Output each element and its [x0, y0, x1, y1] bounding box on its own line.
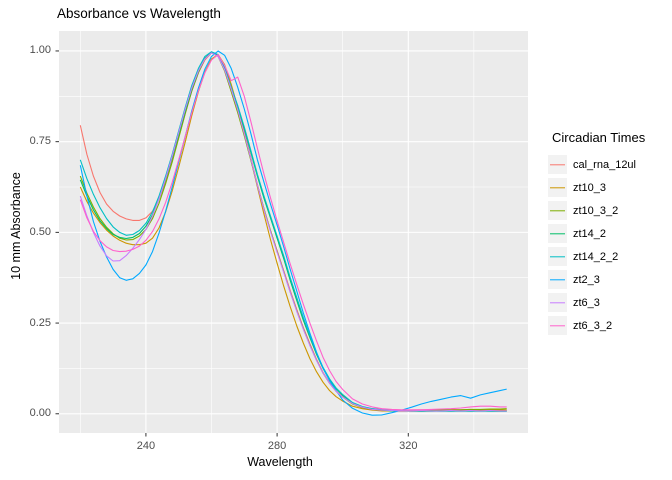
y-tick-label: 0.25: [29, 316, 51, 329]
y-tick-label: 0.50: [29, 225, 51, 238]
y-tick-label: 0.75: [29, 135, 51, 148]
legend-label: zt6_3_2: [573, 319, 613, 332]
legend-key-line: [550, 324, 565, 327]
legend-item-zt10_3: zt10_3: [548, 176, 645, 199]
legend-key-icon: [548, 155, 567, 174]
legend-items: cal_rna_12ul zt10_3 zt10_3_2 zt14_2 zt14_2_2…: [548, 153, 645, 337]
legend: Circadian Times cal_rna_12ul zt10_3 zt10_3…: [548, 130, 645, 337]
legend-key-line: [550, 209, 565, 212]
y-tick-label: 0.00: [29, 407, 51, 420]
plot-title: Absorbance vs Wavelength: [57, 6, 221, 21]
legend-label: zt6_3: [573, 296, 600, 309]
x-axis-title: Wavelength: [247, 455, 313, 469]
legend-key-icon: [548, 316, 567, 335]
legend-item-cal_rna_12ul: cal_rna_12ul: [548, 153, 645, 176]
x-tick-label: 240: [136, 440, 156, 452]
series-line-zt6_3_2: [79, 54, 507, 411]
legend-key-icon: [548, 178, 567, 197]
legend-key-line: [550, 232, 565, 235]
legend-label: cal_rna_12ul: [573, 158, 636, 171]
legend-item-zt14_2_2: zt14_2_2: [548, 245, 645, 268]
legend-item-zt2_3: zt2_3: [548, 268, 645, 291]
legend-key-line: [550, 186, 565, 189]
legend-key-icon: [548, 224, 567, 243]
legend-key-icon: [548, 270, 567, 289]
legend-key-line: [550, 163, 565, 166]
legend-label: zt14_2: [573, 227, 607, 240]
legend-title: Circadian Times: [552, 130, 646, 145]
y-tick-label: 1.00: [29, 44, 51, 57]
legend-key-line: [550, 255, 565, 258]
x-tick-label: 280: [267, 440, 287, 452]
legend-label: zt10_3: [573, 181, 607, 194]
legend-key-icon: [548, 247, 567, 266]
series-line-zt2_3: [79, 50, 507, 416]
legend-key-line: [550, 301, 565, 304]
series-line-zt6_3: [79, 52, 507, 412]
legend-key-icon: [548, 293, 567, 312]
legend-item-zt14_2: zt14_2: [548, 222, 645, 245]
legend-item-zt10_3_2: zt10_3_2: [548, 199, 645, 222]
legend-label: zt2_3: [573, 273, 600, 286]
legend-key-line: [550, 278, 565, 281]
legend-label: zt10_3_2: [573, 204, 619, 217]
x-tick-label: 320: [399, 440, 418, 452]
legend-key-icon: [548, 201, 567, 220]
legend-item-zt6_3_2: zt6_3_2: [548, 314, 645, 337]
legend-label: zt14_2_2: [573, 250, 619, 263]
legend-item-zt6_3: zt6_3: [548, 291, 645, 314]
